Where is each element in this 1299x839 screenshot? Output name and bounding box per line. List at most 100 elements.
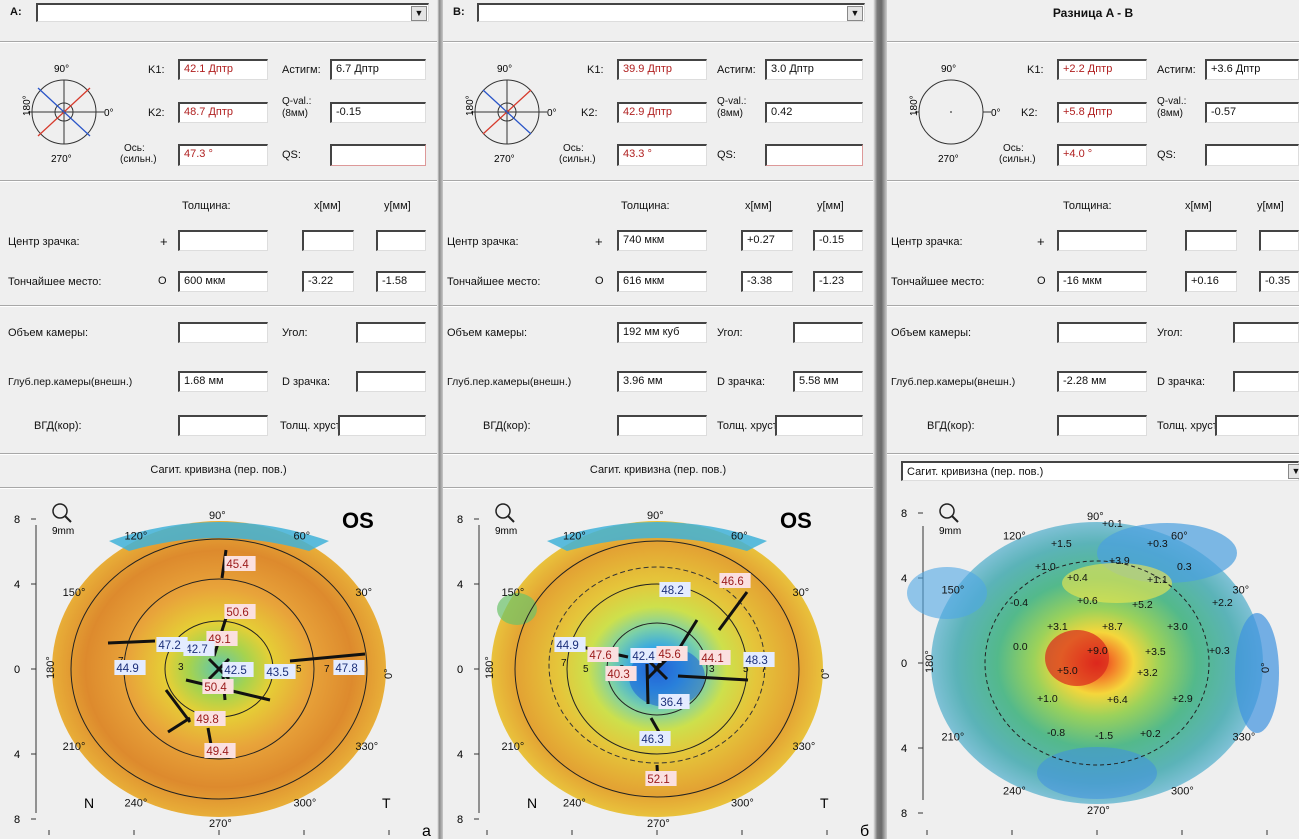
k2-label: K2: [581, 107, 598, 119]
pupil-center-x-field[interactable] [302, 230, 354, 251]
chamber-volume-field[interactable] [1057, 322, 1147, 343]
pupil-d-field[interactable] [1233, 371, 1299, 392]
iop-field[interactable] [1057, 415, 1147, 436]
blue-zone [1235, 613, 1279, 733]
astig-field[interactable]: 3.0 Дптр [765, 59, 863, 80]
exam-b-selector[interactable]: ▼ [477, 3, 865, 22]
panel-divider[interactable] [437, 0, 443, 839]
lens-field[interactable] [1215, 415, 1299, 436]
thinnest-thickness-field[interactable]: 616 мкм [617, 271, 707, 292]
chamber-depth-field[interactable]: -2.28 мм [1057, 371, 1147, 392]
difference-value: +1.5 [1051, 538, 1072, 550]
y-header: y[мм] [817, 200, 844, 212]
meridian-spoke [220, 549, 228, 579]
difference-map[interactable]: 840488404890°60°30°0°330°300°270°240°210… [887, 490, 1299, 839]
lens-field[interactable] [338, 415, 426, 436]
pupil-d-field[interactable]: 5.58 мм [793, 371, 863, 392]
exam-a-selector[interactable]: ▼ [36, 3, 429, 22]
chamber-depth-label: Глуб.пер.камеры(внешн.) [8, 376, 133, 388]
thinnest-x-field[interactable]: -3.38 [741, 271, 793, 292]
cool-zone-top [547, 522, 767, 551]
cool-zone-top [109, 522, 329, 551]
thinnest-thickness-field[interactable]: -16 мкм [1057, 271, 1147, 292]
k1-field[interactable]: 42.1 Дптр [178, 59, 268, 80]
thinnest-thickness-field[interactable]: 600 мкм [178, 271, 268, 292]
axis-field[interactable]: 47.3 ° [178, 144, 268, 166]
pupil-center-x-field[interactable] [1185, 230, 1237, 251]
curvature-value: 46.6 [721, 576, 743, 588]
chamber-volume-field[interactable]: 192 мм куб [617, 322, 707, 343]
astig-field[interactable]: +3.6 Дптр [1205, 59, 1299, 80]
k2-field[interactable]: +5.8 Дптр [1057, 102, 1147, 123]
thinnest-x-field[interactable]: -3.22 [302, 271, 354, 292]
value-box [587, 647, 619, 662]
k2-label: K2: [1021, 107, 1038, 119]
angle-label: 150° [502, 587, 525, 599]
chamber-depth-field[interactable]: 1.68 мм [178, 371, 268, 392]
chevron-down-icon[interactable]: ▼ [411, 6, 427, 21]
chamber-depth-field[interactable]: 3.96 мм [617, 371, 707, 392]
pupil-center-thickness-field[interactable]: 740 мкм [617, 230, 707, 251]
iop-field[interactable] [178, 415, 268, 436]
k1-field[interactable]: +2.2 Дптр [1057, 59, 1147, 80]
angle-label: 60° [294, 531, 311, 543]
difference-value: +0.6 [1077, 595, 1098, 607]
thinnest-y-field[interactable]: -1.23 [813, 271, 863, 292]
chevron-down-icon[interactable]: ▼ [847, 6, 863, 21]
pupil-d-field[interactable] [356, 371, 426, 392]
pupil-center-thickness-field[interactable] [1057, 230, 1147, 251]
panel-divider[interactable] [873, 0, 887, 839]
qval-field[interactable]: 0.42 [765, 102, 863, 123]
difference-value: +0.4 [1067, 572, 1088, 584]
curvature-value: 50.4 [204, 682, 227, 694]
pupil-center-y-field[interactable]: -0.15 [813, 230, 863, 251]
qs-field[interactable] [330, 144, 426, 166]
value-box [658, 694, 690, 709]
value-box [639, 731, 671, 746]
separator [0, 180, 437, 182]
difference-value: -0.4 [1010, 597, 1028, 609]
curvature-value: 42.5 [224, 665, 246, 677]
y-tick-label: 0 [457, 664, 463, 676]
sagittal-curvature-map[interactable]: 840488404890°60°30°0°330°300°270°240°210… [0, 490, 437, 839]
angle-label: 210° [942, 732, 965, 744]
value-box [156, 637, 188, 652]
dial-bottom-label: 270° [494, 154, 515, 162]
k2-field[interactable]: 42.9 Дптр [617, 102, 707, 123]
pupil-d-label: D зрачка: [282, 376, 330, 388]
curvature-value: 49.8 [196, 714, 218, 726]
qs-field[interactable] [1205, 144, 1299, 166]
iop-field[interactable] [617, 415, 707, 436]
qs-field[interactable] [765, 144, 863, 166]
qval-sublabel: (8мм) [282, 108, 308, 119]
pupil-center-label: Центр зрачка: [891, 236, 963, 248]
thinnest-label: Тончайшее место: [891, 276, 985, 288]
k1-field[interactable]: 39.9 Дптр [617, 59, 707, 80]
map-type-dropdown[interactable]: Сагит. кривизна (пер. пов.) ▼ [901, 461, 1299, 481]
pupil-center-thickness-field[interactable] [178, 230, 268, 251]
angle-field[interactable] [793, 322, 863, 343]
angle-label: 210° [63, 741, 86, 753]
astig-field[interactable]: 6.7 Дптр [330, 59, 426, 80]
pupil-center-x-field[interactable]: +0.27 [741, 230, 793, 251]
panel-header-label: A: [10, 6, 22, 18]
lens-field[interactable] [775, 415, 863, 436]
qval-field[interactable]: -0.57 [1205, 102, 1299, 123]
thinnest-x-field[interactable]: +0.16 [1185, 271, 1237, 292]
pupil-center-y-field[interactable] [376, 230, 426, 251]
curvature-value: 42.4 [632, 651, 655, 663]
axis-field[interactable]: +4.0 ° [1057, 144, 1147, 166]
chamber-volume-field[interactable] [178, 322, 268, 343]
sagittal-curvature-map[interactable]: 840488404890°60°30°0°330°300°270°240°210… [443, 490, 873, 839]
value-box [743, 652, 775, 667]
thinnest-y-field[interactable]: -0.35 [1259, 271, 1299, 292]
axis-field[interactable]: 43.3 ° [617, 144, 707, 166]
pupil-center-y-field[interactable] [1259, 230, 1299, 251]
thinnest-y-field[interactable]: -1.58 [376, 271, 426, 292]
angle-field[interactable] [1233, 322, 1299, 343]
qval-field[interactable]: -0.15 [330, 102, 426, 123]
y-tick-label: 0 [14, 664, 20, 676]
angle-field[interactable] [356, 322, 426, 343]
chevron-down-icon[interactable]: ▼ [1288, 464, 1299, 479]
k2-field[interactable]: 48.7 Дптр [178, 102, 268, 123]
